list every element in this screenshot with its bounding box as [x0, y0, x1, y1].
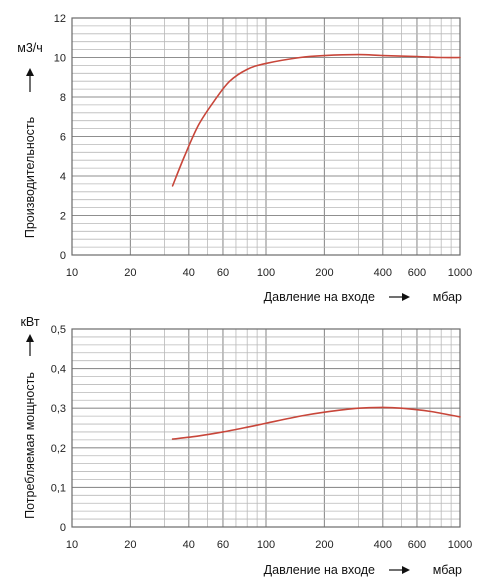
- x-tick-label: 40: [183, 267, 195, 279]
- y-axis-label: Производительность: [23, 117, 37, 238]
- power-chart: 10 20 40 60 100 200 400 600 1000 0 0,1 0,2 0,3 0,4 0,5…: [20, 315, 472, 577]
- x-axis-unit: мбар: [433, 290, 462, 304]
- y-tick-label: 4: [60, 171, 66, 183]
- y-tick-label: 0,5: [51, 324, 66, 336]
- x-tick-label: 1000: [448, 539, 472, 551]
- y-tick-label: 8: [60, 92, 66, 104]
- x-tick-label: 20: [124, 267, 136, 279]
- x-axis-arrow-icon: [389, 566, 410, 574]
- y-axis-unit: кВт: [20, 315, 39, 329]
- y-tick-label: 2: [60, 211, 66, 223]
- y-axis-label: Потребляемая мощность: [23, 372, 37, 519]
- x-tick-label: 400: [374, 539, 392, 551]
- x-axis-label: Давление на входе: [264, 290, 375, 304]
- y-axis-unit: м3/ч: [17, 41, 43, 55]
- x-tick-label: 60: [217, 539, 229, 551]
- y-tick-label: 0,1: [51, 482, 66, 494]
- x-tick-label: 100: [257, 539, 275, 551]
- x-axis-arrow-icon: [389, 293, 410, 301]
- x-tick-label: 1000: [448, 267, 472, 279]
- y-tick-label: 0,4: [51, 364, 66, 376]
- plot-frame: [71, 17, 461, 256]
- x-tick-label: 10: [66, 539, 78, 551]
- grid: [72, 329, 460, 527]
- x-tick-label: 20: [124, 539, 136, 551]
- x-tick-label: 10: [66, 267, 78, 279]
- y-axis-arrow-icon: [26, 68, 34, 92]
- x-tick-label: 60: [217, 267, 229, 279]
- x-axis-unit: мбар: [433, 563, 462, 577]
- throughput-chart: 10 20 40 60 100 200 400 600 1000 0 2 4 6 8 10 12 Давлени…: [17, 13, 472, 304]
- series-line: [171, 406, 461, 440]
- y-axis-arrow-icon: [26, 334, 34, 356]
- y-tick-label: 0,2: [51, 443, 66, 455]
- plot-frame: [71, 328, 461, 528]
- x-tick-label: 600: [408, 539, 426, 551]
- y-tick-label: 0: [60, 250, 66, 262]
- y-tick-label: 12: [54, 13, 66, 25]
- x-tick-label: 600: [408, 267, 426, 279]
- y-tick-label: 0,3: [51, 403, 66, 415]
- series-line: [171, 53, 461, 187]
- grid: [72, 18, 460, 255]
- y-tick-label: 0: [60, 522, 66, 534]
- x-tick-label: 100: [257, 267, 275, 279]
- x-tick-label: 40: [183, 539, 195, 551]
- y-tick-label: 6: [60, 132, 66, 144]
- x-axis-label: Давление на входе: [264, 563, 375, 577]
- x-tick-label: 200: [315, 539, 333, 551]
- y-tick-label: 10: [54, 53, 66, 65]
- x-tick-label: 200: [315, 267, 333, 279]
- x-tick-label: 400: [374, 267, 392, 279]
